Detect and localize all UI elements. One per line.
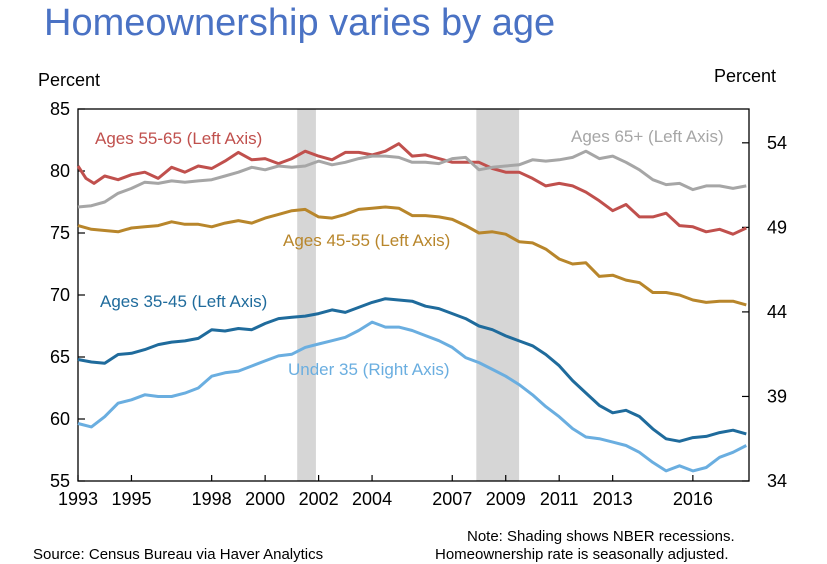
- x-axis-label-2009: 2009: [486, 489, 526, 509]
- x-axis-label-2016: 2016: [673, 489, 713, 509]
- x-axis-label-2002: 2002: [299, 489, 339, 509]
- recession-band-1: [297, 109, 316, 481]
- right-axis-label-34: 34: [767, 471, 787, 491]
- series-labels-group: Ages 55-65 (Left Axis) Ages 65+ (Left Axi…: [95, 127, 724, 379]
- left-axis-label-65: 65: [50, 347, 70, 367]
- series-lines-group: [76, 142, 747, 473]
- x-axis-label-2013: 2013: [593, 489, 633, 509]
- x-axis-label-2000: 2000: [245, 489, 285, 509]
- source-note: Source: Census Bureau via Haver Analytic…: [33, 546, 324, 563]
- left-axis-label-55: 55: [50, 471, 70, 491]
- series-label-ages-35-45-left-axis: Ages 35-45 (Left Axis): [100, 292, 267, 311]
- x-axis-label-1998: 1998: [192, 489, 232, 509]
- left-axis-label-70: 70: [50, 285, 70, 305]
- x-axis-label-1993: 1993: [58, 489, 98, 509]
- left-axis-label-85: 85: [50, 99, 70, 119]
- series-label-ages-45-55-left-axis: Ages 45-55 (Left Axis): [283, 231, 450, 250]
- x-axis-label-2007: 2007: [432, 489, 472, 509]
- axis-ticks-group: 55 60 65 70 75 80 85 34 39 44 49 54 1993 1995 1998 2000…: [50, 99, 787, 509]
- series-line-ages-45-55-left-axis: [77, 205, 747, 307]
- series-line-under-35-right-axis: [77, 320, 747, 473]
- x-axis-label-1995: 1995: [111, 489, 151, 509]
- series-label-ages-65-left-axis: Ages 65+ (Left Axis): [571, 127, 724, 146]
- x-axis-label-2004: 2004: [352, 489, 392, 509]
- series-line-ages-35-45-left-axis: [77, 297, 747, 443]
- x-axis-label-2011: 2011: [540, 489, 579, 509]
- series-line-ages-55-65-left-axis: [76, 142, 747, 236]
- left-axis-label-80: 80: [50, 161, 70, 181]
- series-label-under-35-right-axis: Under 35 (Right Axis): [288, 360, 450, 379]
- shading-note: Note: Shading shows NBER recessions.: [467, 528, 735, 545]
- left-axis-unit: Percent: [38, 70, 101, 90]
- right-axis-label-44: 44: [767, 302, 787, 322]
- left-axis-label-60: 60: [50, 409, 70, 429]
- left-axis-label-75: 75: [50, 223, 70, 243]
- right-axis-label-54: 54: [767, 133, 787, 153]
- series-label-ages-55-65-left-axis: Ages 55-65 (Left Axis): [95, 129, 262, 148]
- series-line-ages-65-left-axis: [77, 149, 747, 209]
- right-axis-unit: Percent: [714, 66, 777, 86]
- right-axis-label-39: 39: [767, 386, 787, 406]
- right-axis-label-49: 49: [767, 217, 787, 237]
- page-title: Homeownership varies by age: [44, 2, 556, 44]
- adjustment-note: Homeownership rate is seasonally adjuste…: [435, 546, 729, 563]
